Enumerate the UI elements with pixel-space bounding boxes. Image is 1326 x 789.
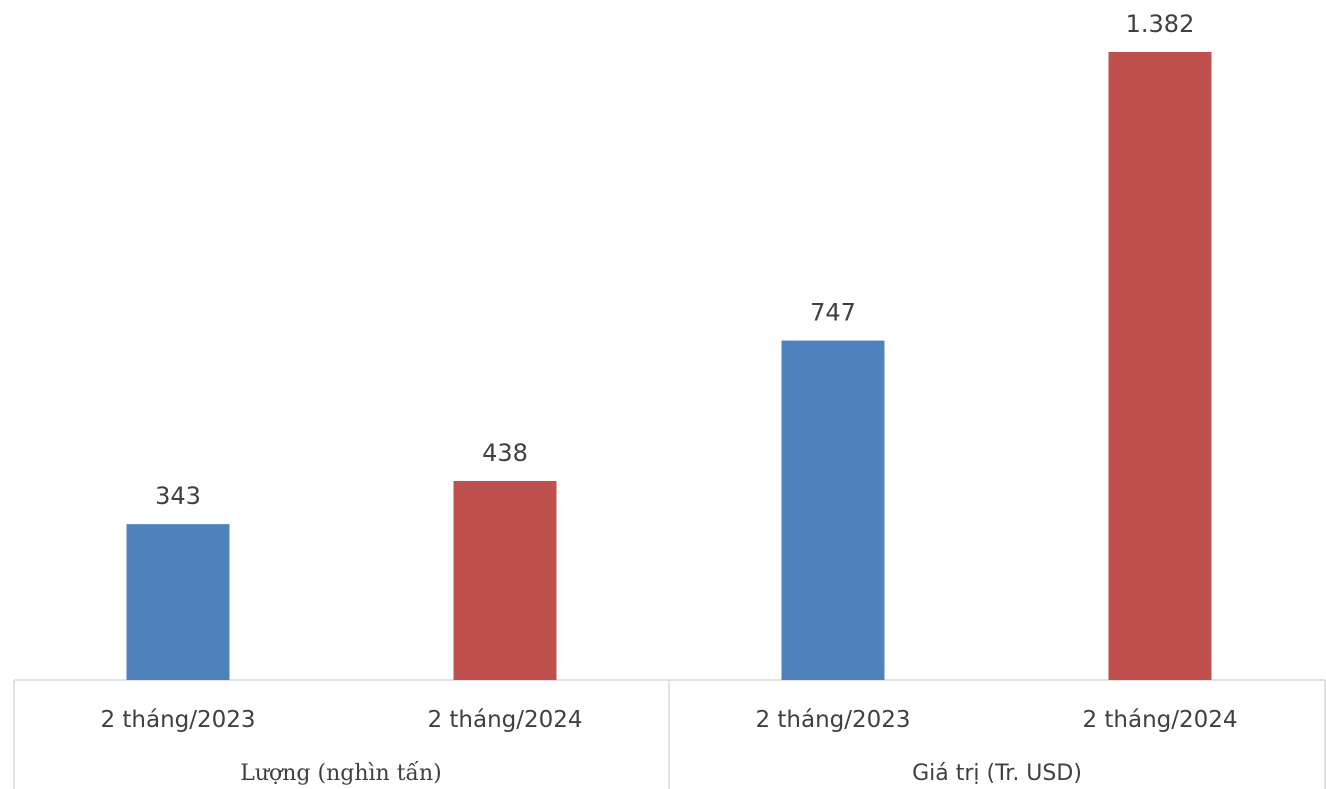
category-label-giatri-2024: 2 tháng/2024	[1082, 707, 1237, 733]
value-label-luong-2023: 343	[155, 482, 201, 510]
group-label-luong: Lượng (nghìn tấn)	[240, 760, 442, 786]
category-label-giatri-2023: 2 tháng/2023	[755, 707, 910, 733]
bar-luong-2024	[453, 480, 557, 680]
value-label-luong-2024: 438	[482, 439, 528, 467]
category-label-luong-2023: 2 tháng/2023	[100, 707, 255, 733]
bar-giatri-2023	[781, 340, 885, 680]
category-label-luong-2024: 2 tháng/2024	[427, 707, 582, 733]
bar-giatri-2024	[1108, 52, 1212, 680]
group-label-giatri: Giá trị (Tr. USD)	[912, 761, 1082, 786]
value-label-giatri-2024: 1.382	[1126, 10, 1195, 38]
value-label-giatri-2023: 747	[810, 299, 856, 327]
bar-luong-2023	[126, 524, 230, 680]
